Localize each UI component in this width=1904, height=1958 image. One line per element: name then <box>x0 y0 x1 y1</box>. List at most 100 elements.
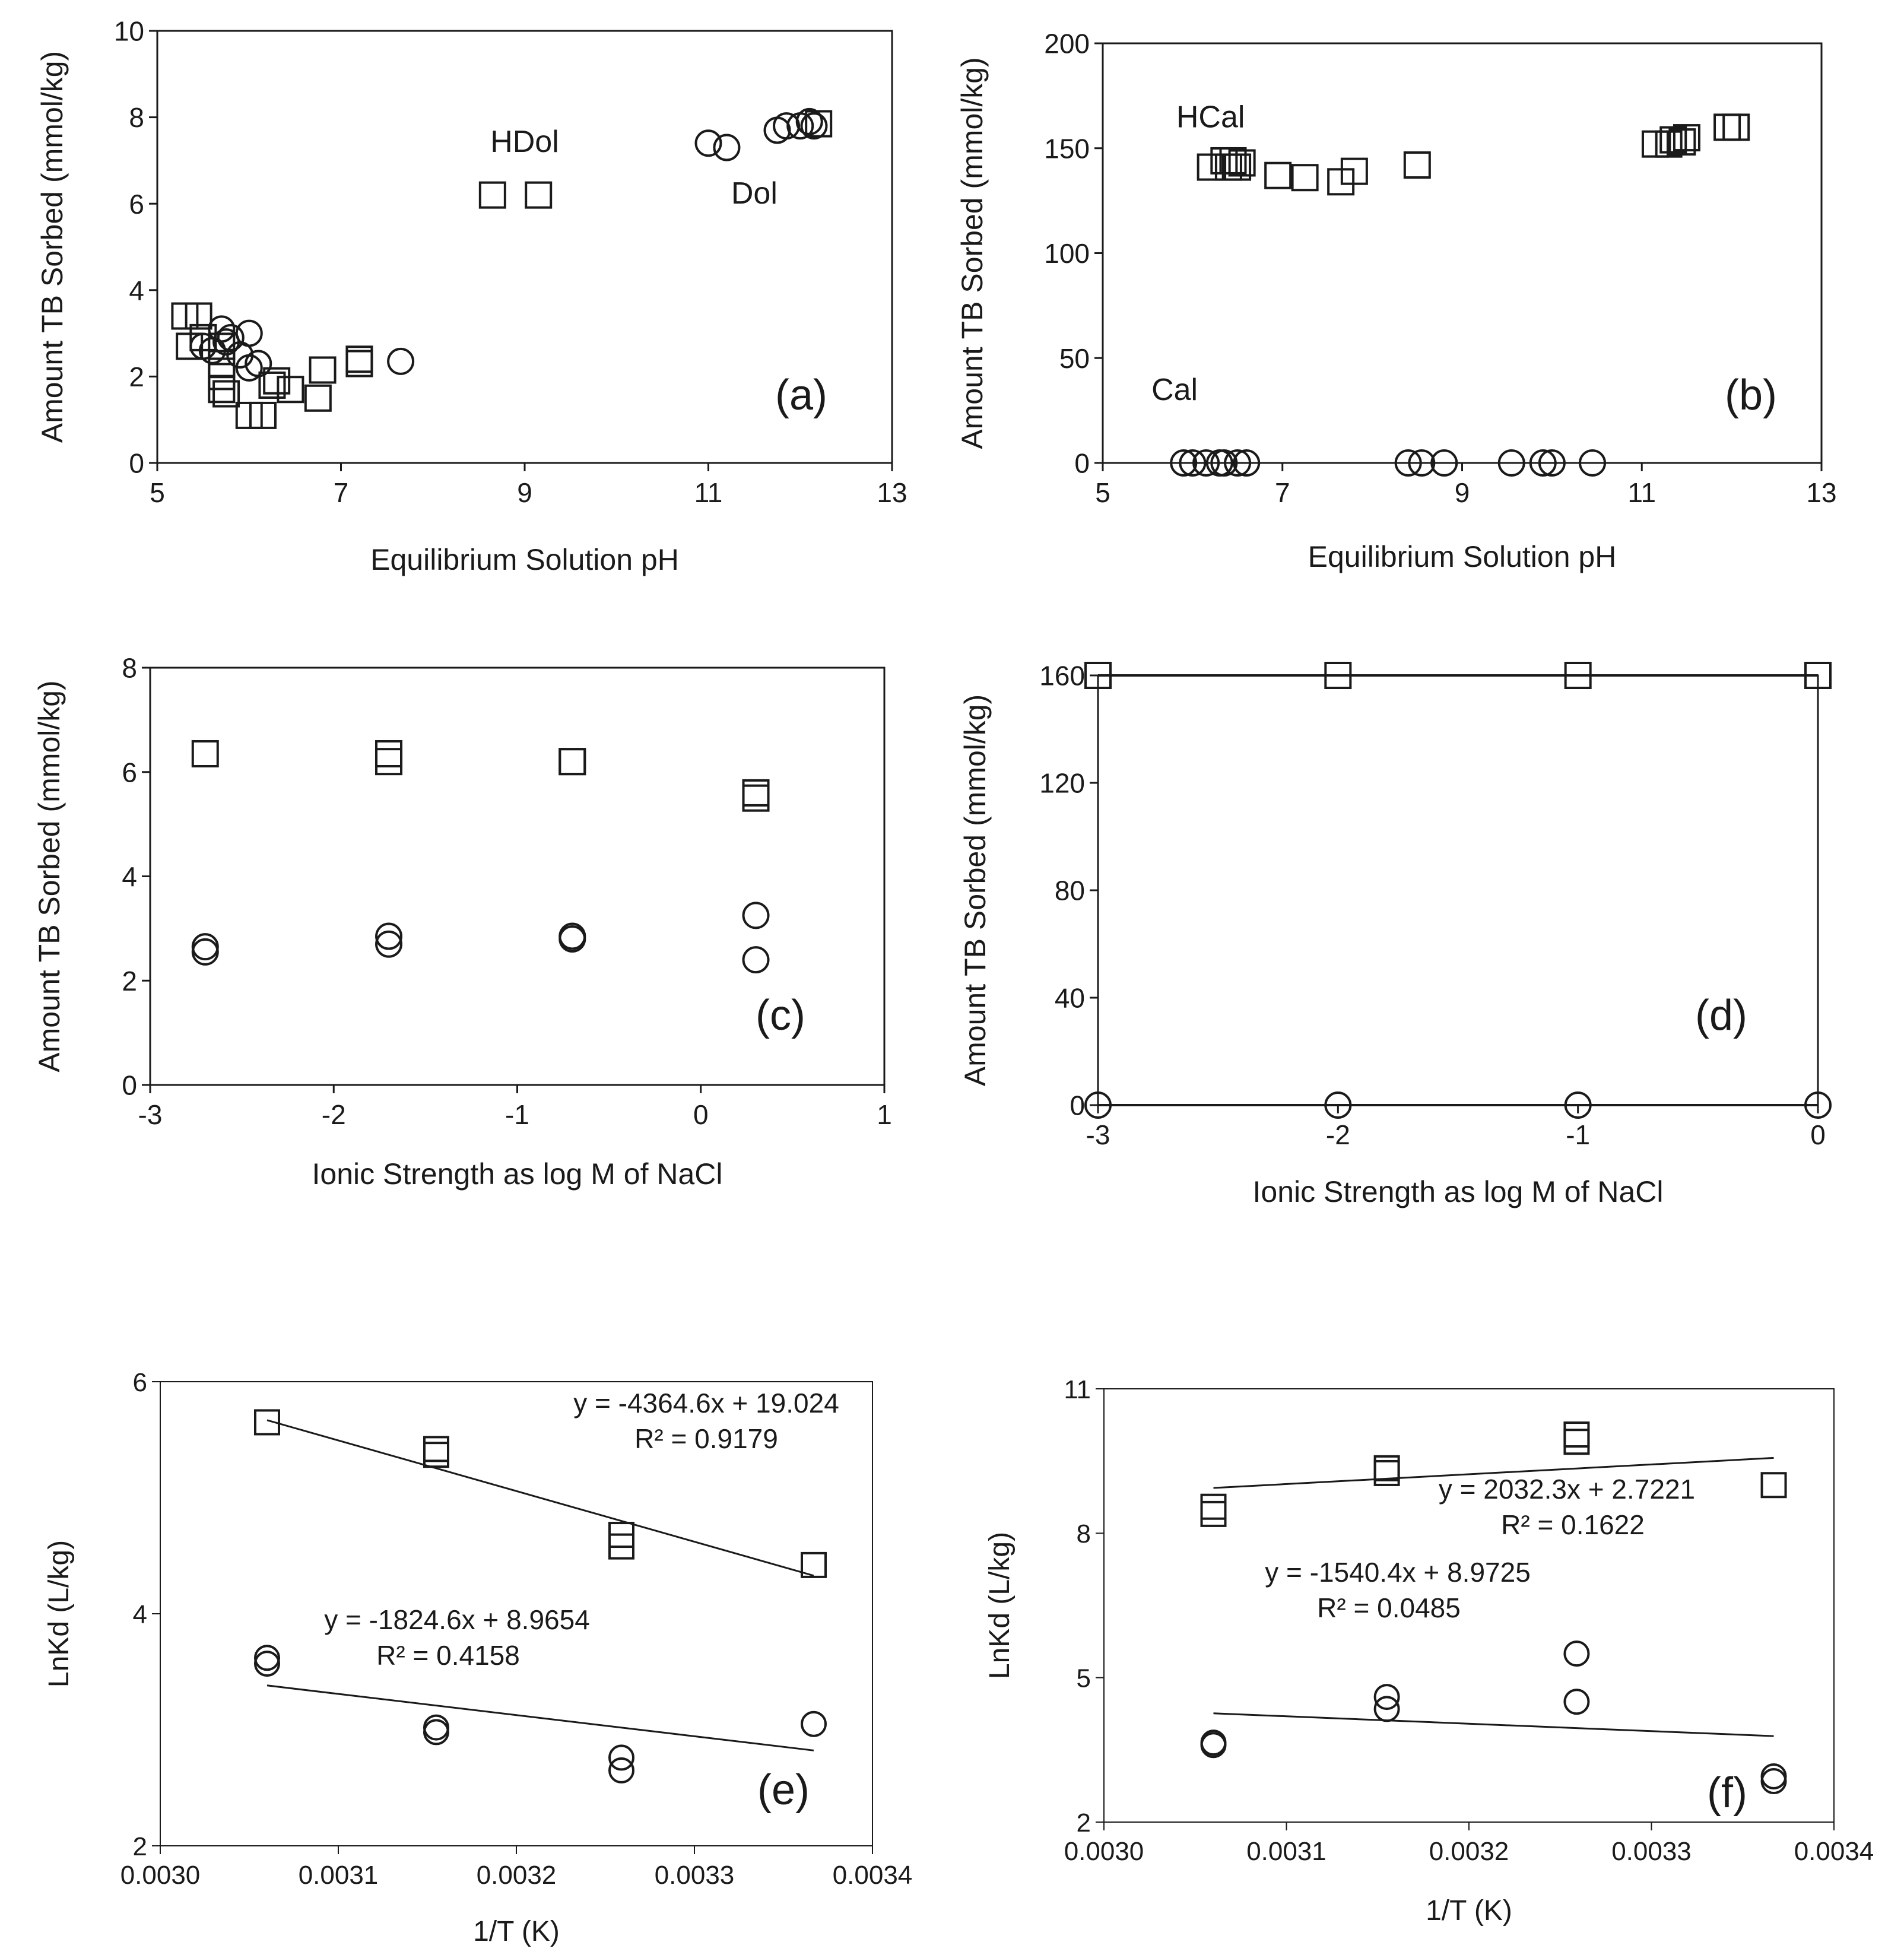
panel-a-panel-letter: (a) <box>775 372 827 419</box>
panel-e-trendline-circles <box>266 1684 814 1751</box>
panel-a-square-marker <box>208 376 236 404</box>
panel-c-y-tick-label: 6 <box>122 757 137 788</box>
panel-d-circle-marker <box>1084 1091 1112 1119</box>
panel-a-circle-marker <box>773 112 801 140</box>
panel-e-x-tick-label: 0.0032 <box>477 1861 557 1890</box>
panel-f-circle-marker <box>1563 1640 1590 1667</box>
panel-b-series-label: HCal <box>1176 100 1245 134</box>
panel-a-square-marker <box>309 356 337 384</box>
panel-e-square-marker <box>608 1533 634 1560</box>
panel-a-square-marker <box>176 332 204 360</box>
panel-c-panel-letter: (c) <box>756 992 805 1039</box>
panel-a-x-axis-label: Equilibrium Solution pH <box>370 543 679 576</box>
panel-c-square-marker <box>375 740 403 767</box>
panel-f-trendline-r2: R² = 0.1622 <box>1501 1509 1645 1540</box>
panel-a-x-tick-label: 13 <box>877 477 907 508</box>
panel-e-x-tick-label: 0.0033 <box>655 1861 735 1890</box>
panel-a-square-marker <box>263 367 291 395</box>
panel-e-trendline-squares <box>266 1419 814 1577</box>
panel-c-circle-marker <box>191 933 219 961</box>
panel-f-square-marker <box>1200 1493 1227 1520</box>
panel-a-y-tick-label: 10 <box>114 16 144 47</box>
panel-f-circle-marker <box>1760 1763 1787 1789</box>
panel-b-square-marker <box>1713 113 1741 141</box>
panel-f-square-marker <box>1200 1500 1227 1527</box>
panel-f-panel-letter: (f) <box>1707 1769 1747 1817</box>
panel-c-square-marker <box>558 748 586 776</box>
panel-a-circle-marker <box>235 319 263 347</box>
panel-e-circle-marker <box>423 1719 449 1746</box>
panel-e-y-tick-label: 6 <box>133 1368 147 1397</box>
panel-d-x-tick-label: -3 <box>1086 1119 1110 1150</box>
panel-f-circle-marker <box>1373 1696 1400 1722</box>
panel-c-y-tick-label: 4 <box>122 861 137 892</box>
panel-a-x-tick-label: 5 <box>150 477 165 508</box>
panel-b-circle-marker <box>1497 449 1525 477</box>
panel-b-y-tick-label: 200 <box>1044 28 1090 59</box>
panel-d-y-tick-label: 160 <box>1039 661 1085 691</box>
panel-c-square-marker <box>558 748 586 776</box>
panel-e-square-marker <box>801 1551 827 1578</box>
panel-d-y-tick-label: 120 <box>1039 768 1085 799</box>
panel-c-x-tick-label: -2 <box>322 1099 346 1130</box>
panel-c-square-marker <box>375 748 403 776</box>
panel-b-panel-letter: (b) <box>1725 372 1777 419</box>
panel-f-y-tick-label: 5 <box>1077 1664 1091 1693</box>
panel-b-y-tick-label: 0 <box>1074 448 1090 479</box>
panel-e-circle-marker <box>801 1711 827 1737</box>
panel-e: 0.0030 0.0031 0.0032 0.0033 0.0034 2 4 6 1/T (K)… <box>43 1368 912 1947</box>
panel-f-x-axis-label: 1/T (K) <box>1426 1895 1512 1927</box>
panel-b-square-marker <box>1219 147 1247 174</box>
panel-c-x-tick-label: 0 <box>693 1099 709 1130</box>
panel-b: 5 7 9 11 13 0 50 100 150 200 Equilibrium Solution … <box>956 28 1837 573</box>
panel-f-trendline-r2: R² = 0.0485 <box>1317 1592 1461 1623</box>
panel-f-y-axis-label: LnKd (L/kg) <box>984 1532 1016 1679</box>
panel-b-y-axis-label: Amount TB Sorbed (mmol/kg) <box>956 57 989 449</box>
panel-f: 0.0030 0.0031 0.0032 0.0033 0.0034 2 5 8 11 1/T (… <box>984 1375 1874 1927</box>
panel-f-circle-marker <box>1373 1684 1400 1711</box>
panel-d-panel-letter: (d) <box>1695 992 1747 1039</box>
panel-b-circle-marker <box>1538 449 1566 477</box>
panel-a-square-marker <box>805 110 833 138</box>
panel-f-trendline-equation: y = 2032.3x + 2.7221 <box>1439 1474 1695 1505</box>
panel-f-circle-marker <box>1760 1768 1787 1795</box>
panel-a-square-marker <box>304 384 332 412</box>
panel-b-square-marker <box>1291 164 1319 192</box>
panel-f-y-tick-label: 2 <box>1077 1808 1091 1838</box>
panel-e-x-axis-label: 1/T (K) <box>473 1916 560 1947</box>
panel-c-circle-marker <box>558 925 586 953</box>
panel-b-circle-marker <box>1578 449 1606 477</box>
panel-d-y-tick-label: 0 <box>1070 1090 1085 1121</box>
panel-a-square-marker <box>478 181 506 209</box>
panel-d-y-axis-label: Amount TB Sorbed (mmol/kg) <box>959 694 992 1086</box>
panel-a-series-label: Dol <box>731 176 778 211</box>
panel-e-x-tick-label: 0.0031 <box>299 1861 379 1890</box>
panel-a-square-marker <box>345 350 373 377</box>
panel-b-circle-marker <box>1192 449 1220 477</box>
panel-b-y-tick-label: 150 <box>1044 133 1090 164</box>
panel-b-x-tick-label: 13 <box>1806 477 1836 508</box>
panel-d-square-marker <box>1804 662 1832 689</box>
panel-a-y-tick-label: 0 <box>129 448 144 479</box>
panel-a-circle-marker <box>800 112 828 140</box>
panel-b-circle-marker <box>1233 449 1261 477</box>
panel-b-square-marker <box>1228 149 1256 177</box>
panel-f-square-marker <box>1563 1429 1590 1455</box>
panel-c-x-tick-label: -3 <box>138 1099 163 1130</box>
panel-d-plot-frame <box>1097 674 1819 1106</box>
panel-c-y-tick-label: 2 <box>122 966 137 997</box>
panel-f-trendline-squares <box>1213 1456 1774 1489</box>
panel-f-circle-marker <box>1563 1689 1590 1715</box>
panel-b-square-marker <box>1722 113 1750 141</box>
panel-d-circle-marker <box>1804 1091 1832 1119</box>
panel-a-square-marker <box>235 401 263 429</box>
panel-c-x-tick-label: 1 <box>877 1099 892 1130</box>
panel-e-square-marker <box>423 1436 449 1462</box>
panel-e-panel-letter: (e) <box>757 1766 810 1814</box>
panel-b-square-marker <box>1668 128 1696 156</box>
panel-f-x-tick-label: 0.0032 <box>1429 1837 1509 1866</box>
panel-d-square-marker <box>1564 662 1592 689</box>
panel-a-square-marker <box>249 401 277 429</box>
panel-c-circle-marker <box>375 922 403 950</box>
panel-a-square-marker <box>212 380 240 408</box>
